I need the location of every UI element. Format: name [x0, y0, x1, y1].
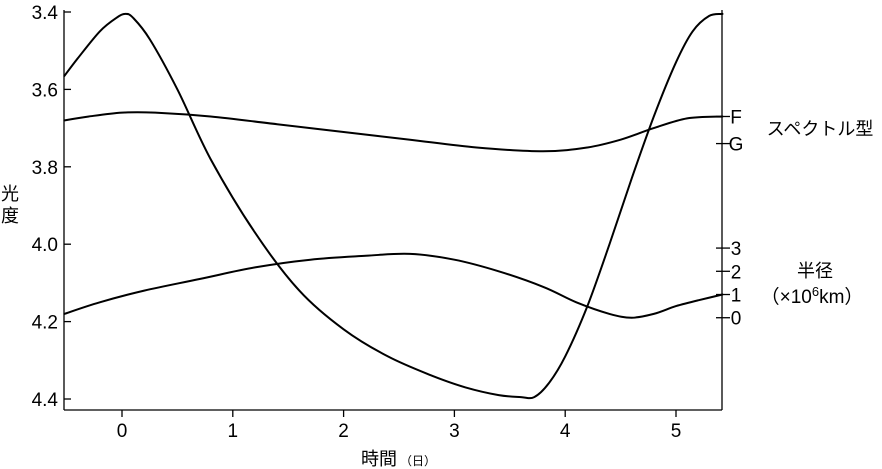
x-axis-unit-label: （日） — [400, 454, 436, 468]
radius-tick-label: 2 — [731, 262, 742, 283]
y-tick-label: 3.6 — [32, 80, 58, 101]
x-axis-label: 時間 — [361, 449, 397, 469]
radius-tick-label: 1 — [731, 286, 742, 307]
series-line-spectral-type — [63, 111, 724, 153]
y-axis-label-char-1: 光 — [1, 184, 19, 205]
spectral-type-tick-label: G — [729, 135, 744, 156]
radius-unit-exponent: 6 — [812, 284, 819, 299]
x-tick-label: 1 — [228, 421, 239, 442]
x-tick-label: 5 — [671, 421, 682, 442]
radius-axis-unit-label: （×106km） — [761, 284, 864, 308]
x-tick-label: 4 — [560, 421, 571, 442]
radius-axis-label: 半径 — [797, 261, 833, 282]
spectral-type-axis-label: スペクトル型 — [767, 119, 874, 140]
radius-tick-label: 3 — [731, 239, 742, 260]
series-line-radius — [63, 252, 724, 319]
radius-unit-prefix: （×10 — [761, 286, 812, 308]
radius-unit-suffix: km） — [819, 286, 863, 308]
x-tick-label: 3 — [449, 421, 460, 442]
y-tick-label: 3.8 — [32, 158, 58, 179]
series-line-luminosity — [63, 12, 724, 400]
y-tick-label: 4.2 — [32, 313, 58, 334]
spectral-type-tick-label: F — [730, 107, 742, 128]
labels-layer: 光 度 時間 （日） スペクトル型 半径 （×106km） — [1, 119, 873, 469]
y-tick-label: 3.4 — [32, 3, 59, 24]
x-tick-label: 2 — [338, 421, 349, 442]
y-tick-label: 4.0 — [32, 235, 58, 256]
x-tick-label: 0 — [117, 421, 128, 442]
y-tick-label: 4.4 — [32, 390, 59, 411]
radius-tick-label: 0 — [731, 309, 742, 330]
series-layer — [63, 12, 724, 400]
y-axis-label-char-2: 度 — [1, 206, 19, 227]
